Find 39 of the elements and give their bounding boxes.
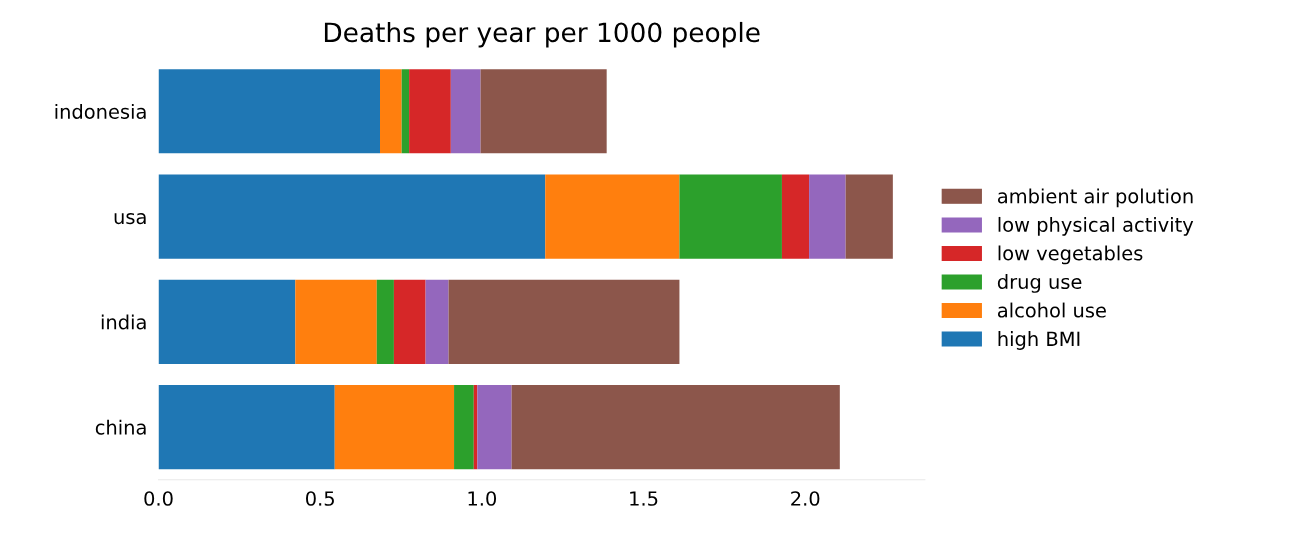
bar <box>450 69 481 154</box>
bar <box>845 174 893 259</box>
legend-label: alcohol use <box>997 302 1106 318</box>
x-tick-label: 1.5 <box>630 491 658 506</box>
chart-title: Deaths per year per 1000 people <box>324 21 760 48</box>
bar <box>809 174 846 259</box>
bar <box>425 279 449 364</box>
y-tick-label: usa <box>114 213 146 225</box>
bar <box>401 69 410 154</box>
bar <box>409 69 451 154</box>
bar <box>380 69 402 154</box>
legend-label: low physical activity <box>998 216 1194 236</box>
legend-label: high BMI <box>998 331 1080 350</box>
bar <box>334 384 455 470</box>
bar <box>454 384 474 470</box>
bar <box>679 174 782 259</box>
bar <box>448 279 680 364</box>
legend-label: low vegetables <box>998 245 1143 265</box>
y-tick-label: china <box>95 419 146 435</box>
bar <box>477 384 512 470</box>
x-tick-label: 2.0 <box>791 491 820 506</box>
y-tick-label: indonesia <box>55 103 146 119</box>
legend-label: drug use <box>997 274 1082 293</box>
legend-label: ambient air polution <box>997 188 1193 208</box>
y-tick-label: india <box>101 314 146 330</box>
bar <box>158 279 296 364</box>
bar <box>480 69 607 154</box>
bar <box>295 279 377 364</box>
bar <box>158 69 381 154</box>
x-tick-label: 1.0 <box>468 491 497 506</box>
bar <box>158 174 546 259</box>
bar <box>545 174 680 259</box>
bar <box>511 384 840 470</box>
x-tick-label: 0.0 <box>144 491 173 506</box>
bar <box>781 174 810 259</box>
bar <box>158 384 335 470</box>
bar <box>376 279 394 364</box>
x-tick-label: 0.5 <box>306 491 334 506</box>
bar <box>393 279 426 364</box>
